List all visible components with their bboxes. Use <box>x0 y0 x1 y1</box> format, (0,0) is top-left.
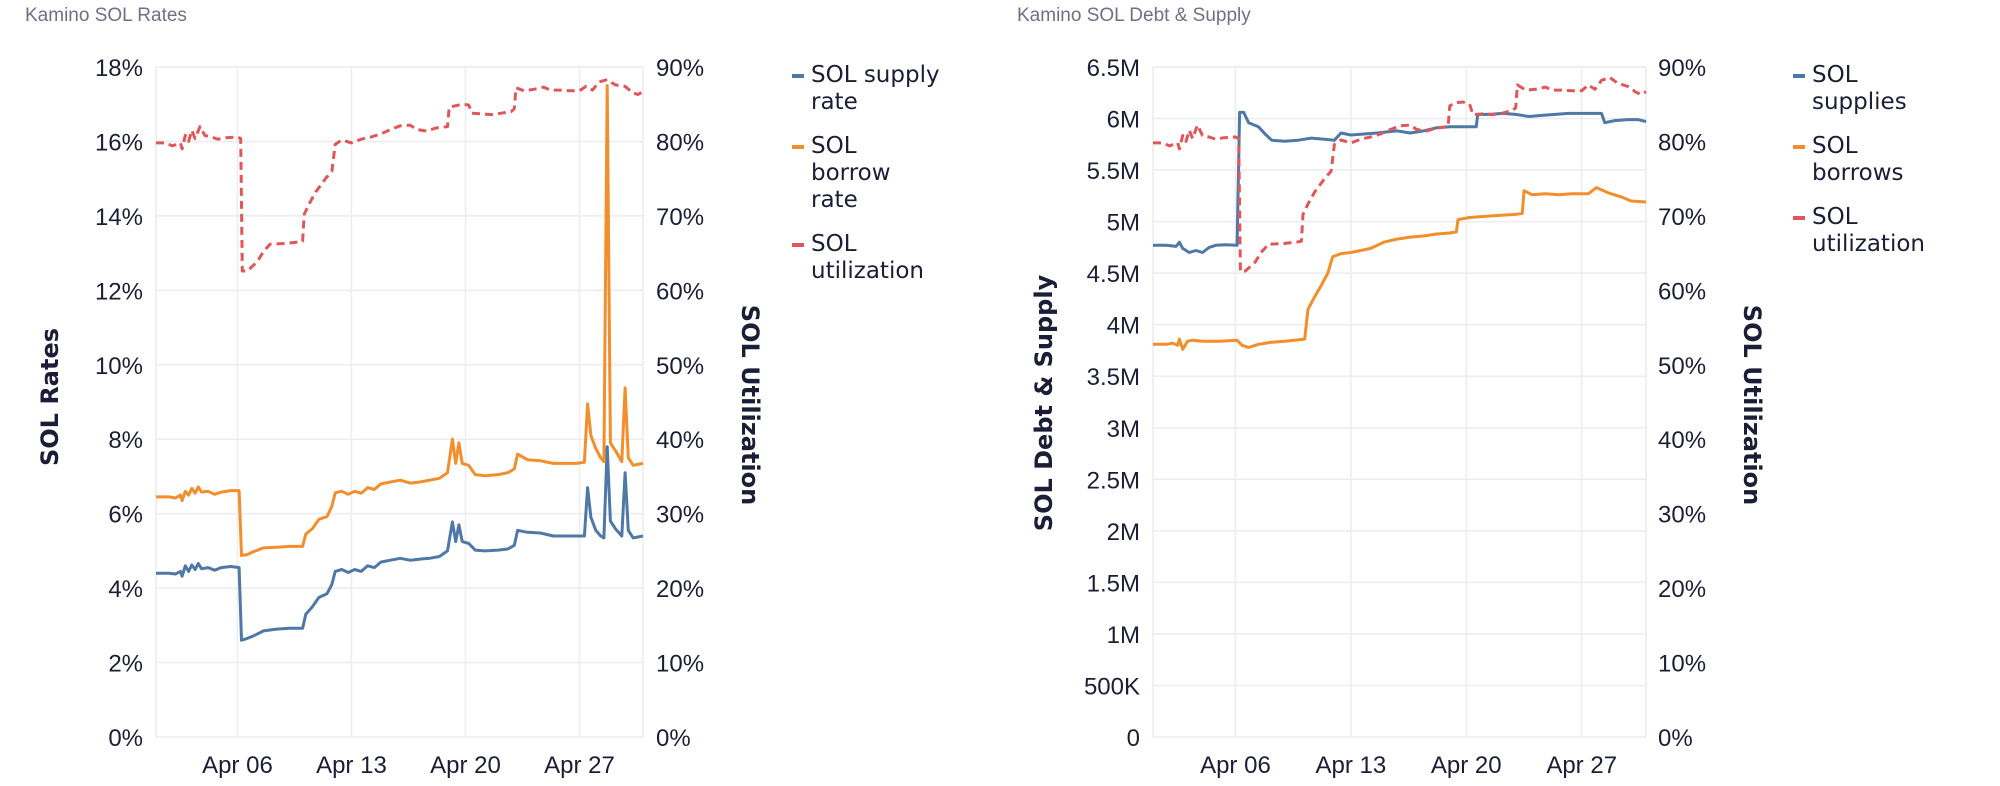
legend-label: SOL borrows <box>1812 133 1904 186</box>
y2-tick-label: 20% <box>1658 576 1706 603</box>
y-tick-label: 2% <box>108 651 143 678</box>
x-tick-label: Apr 06 <box>1200 752 1271 779</box>
line-swatch-icon <box>1793 145 1805 149</box>
legend-debt-supply: SOL supplies SOL borrows SOL utilization <box>1793 62 1925 275</box>
legend-label: SOL borrow rate <box>811 133 891 213</box>
x-tick-label: Apr 27 <box>1546 752 1617 779</box>
x-tick-label: Apr 27 <box>544 752 615 779</box>
y2-tick-label: 0% <box>1658 725 1693 752</box>
line-swatch-icon <box>1793 74 1805 78</box>
y-tick-label: 0 <box>1127 725 1140 752</box>
y2-tick-label: 10% <box>1658 651 1706 678</box>
legend-label: SOL supply rate <box>811 62 940 115</box>
y2-tick-label: 10% <box>656 651 704 678</box>
series-line-sol-supply-rate <box>156 445 644 642</box>
y-tick-label: 8% <box>108 427 143 454</box>
series-lines <box>1153 75 1647 351</box>
y-axis-right: 0% 10% 20% 30% 40% 50% 60% 70% 80% 90% <box>656 55 704 752</box>
y2-tick-label: 80% <box>1658 129 1706 156</box>
legend-label: SOL supplies <box>1812 62 1907 115</box>
y2-tick-label: 70% <box>1658 204 1706 231</box>
legend-item-supply-rate[interactable]: SOL supply rate <box>792 62 940 116</box>
legend-item-borrow-rate[interactable]: SOL borrow rate <box>792 133 940 214</box>
y-tick-label: 2M <box>1107 519 1140 546</box>
y2-tick-label: 0% <box>656 725 691 752</box>
y2-tick-label: 90% <box>656 55 704 82</box>
x-axis: Apr 06 Apr 13 Apr 20 Apr 27 <box>202 752 615 779</box>
line-swatch-icon <box>792 145 804 149</box>
y-axis-left: 0% 2% 4% 6% 8% 10% 12% 14% 16% 18% <box>95 55 143 752</box>
y-tick-label: 10% <box>95 353 143 380</box>
legend-label: SOL utilization <box>1812 204 1925 257</box>
y2-tick-label: 30% <box>1658 502 1706 529</box>
y-tick-label: 5.5M <box>1087 158 1140 185</box>
y2-tick-label: 60% <box>656 278 704 305</box>
y-tick-label: 3.5M <box>1087 364 1140 391</box>
y2-tick-label: 70% <box>656 204 704 231</box>
chart-title-rates: Kamino SOL Rates <box>25 5 187 26</box>
y-axis-left: 0 500K 1M 1.5M 2M 2.5M 3M 3.5M 4M 4.5M 5M 5.5M 6M 6.5… <box>1084 55 1140 752</box>
x-tick-label: Apr 13 <box>316 752 387 779</box>
y2-axis-title: SOL Utilization <box>1738 305 1766 505</box>
x-tick-label: Apr 20 <box>430 752 501 779</box>
legend-item-utilization[interactable]: SOL utilization <box>1793 204 1925 258</box>
y-axis-right: 0% 10% 20% 30% 40% 50% 60% 70% 80% 90% <box>1658 55 1706 752</box>
y2-tick-label: 80% <box>656 129 704 156</box>
legend-item-utilization[interactable]: SOL utilization <box>792 231 940 285</box>
legend-label: SOL utilization <box>811 231 924 284</box>
series-lines <box>156 78 644 642</box>
y-tick-label: 12% <box>95 278 143 305</box>
series-line-sol-borrow-rate <box>156 84 644 557</box>
series-line-sol-supplies <box>1153 110 1647 254</box>
y-tick-label: 500K <box>1084 673 1140 700</box>
y-tick-label: 18% <box>95 55 143 82</box>
y2-tick-label: 30% <box>656 502 704 529</box>
y2-tick-label: 90% <box>1658 55 1706 82</box>
dashed-line-swatch-icon <box>1793 216 1805 220</box>
y-tick-label: 6% <box>108 502 143 529</box>
y-tick-label: 4.5M <box>1087 261 1140 288</box>
chart-title-debt-supply: Kamino SOL Debt & Supply <box>1017 5 1251 26</box>
series-line-sol-utilization <box>156 78 644 273</box>
legend-item-borrows[interactable]: SOL borrows <box>1793 133 1925 187</box>
y2-axis-title: SOL Utilization <box>736 305 764 505</box>
y2-tick-label: 60% <box>1658 278 1706 305</box>
y-tick-label: 5M <box>1107 210 1140 237</box>
x-tick-label: Apr 06 <box>202 752 273 779</box>
y-tick-label: 0% <box>108 725 143 752</box>
x-axis: Apr 06 Apr 13 Apr 20 Apr 27 <box>1200 752 1617 779</box>
x-tick-label: Apr 20 <box>1431 752 1502 779</box>
rates-chart: Apr 06 Apr 13 Apr 20 Apr 27 0% 2% 4% 6% 8% 10% 12… <box>36 55 764 779</box>
legend-item-supplies[interactable]: SOL supplies <box>1793 62 1925 116</box>
y2-tick-label: 50% <box>1658 353 1706 380</box>
y-tick-label: 1M <box>1107 622 1140 649</box>
y2-tick-label: 40% <box>1658 427 1706 454</box>
y-tick-label: 6M <box>1107 107 1140 134</box>
y-tick-label: 4% <box>108 576 143 603</box>
x-tick-label: Apr 13 <box>1316 752 1387 779</box>
series-line-sol-borrows <box>1153 186 1647 351</box>
y-axis-title: SOL Rates <box>36 328 64 466</box>
y-tick-label: 14% <box>95 204 143 231</box>
y-tick-label: 1.5M <box>1087 570 1140 597</box>
y2-tick-label: 50% <box>656 353 704 380</box>
dashed-line-swatch-icon <box>792 243 804 247</box>
grid <box>1152 66 1647 738</box>
y-tick-label: 3M <box>1107 416 1140 443</box>
y-tick-label: 4M <box>1107 313 1140 340</box>
y2-tick-label: 40% <box>656 427 704 454</box>
y-tick-label: 2.5M <box>1087 467 1140 494</box>
legend-rates: SOL supply rate SOL borrow rate SOL util… <box>792 62 940 302</box>
grid <box>155 66 644 738</box>
line-swatch-icon <box>792 74 804 78</box>
y-axis-title: SOL Debt & Supply <box>1030 274 1058 531</box>
y2-tick-label: 20% <box>656 576 704 603</box>
series-line-sol-utilization <box>1153 75 1647 274</box>
debt-supply-chart: Apr 06 Apr 13 Apr 20 Apr 27 0 500K 1M 1.5M 2M 2.… <box>1030 55 1766 779</box>
y-tick-label: 6.5M <box>1087 55 1140 82</box>
y-tick-label: 16% <box>95 129 143 156</box>
